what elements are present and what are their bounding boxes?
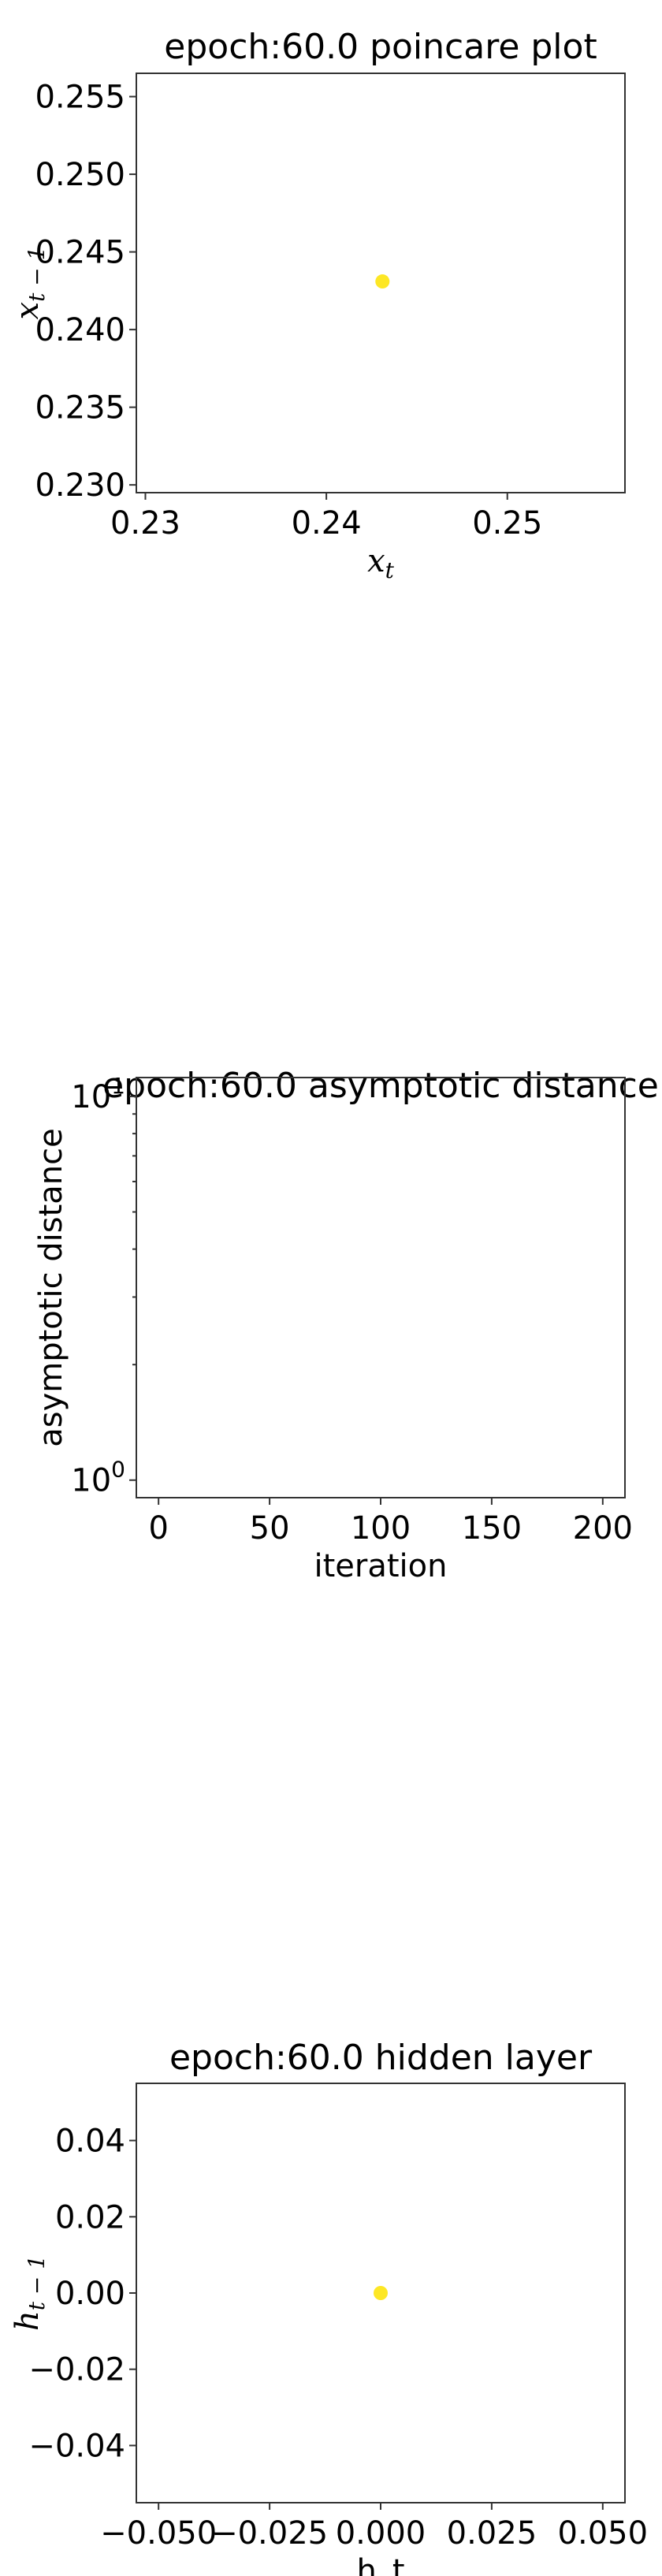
chart-title: epoch:60.0 hidden layer <box>169 2038 593 2078</box>
chart-panel-2: epoch:60.0 asymptotic distance 0 50 100 150 2… <box>33 1066 659 1584</box>
x-axis-label: h_t <box>356 2553 404 2576</box>
data-point <box>374 2286 388 2300</box>
x-tick-label: 0.025 <box>447 2515 537 2552</box>
data-point <box>375 274 390 289</box>
x-tick-label: 0.050 <box>558 2515 649 2552</box>
x-tick-label: 50 <box>250 1510 290 1547</box>
x-tick-label: 200 <box>573 1510 633 1547</box>
y-tick-label: −0.02 <box>28 2352 125 2388</box>
y-tick-label: 0.245 <box>35 235 125 271</box>
x-tick-label: 0.23 <box>110 505 180 542</box>
chart-title: epoch:60.0 poincare plot <box>164 27 597 67</box>
y-axis-label: asymptotic distance <box>33 1128 69 1447</box>
y-tick-label: 101 <box>71 1073 125 1115</box>
chart-panel-1: epoch:60.0 poincare plot 0.23 0.24 0.25 0.23… <box>9 27 626 583</box>
y-tick-label: 100 <box>71 1457 125 1499</box>
y-tick-label: 0.04 <box>55 2124 125 2160</box>
y-tick-label: 0.255 <box>35 80 125 116</box>
x-tick-label: 150 <box>462 1510 522 1547</box>
x-tick-label: −0.025 <box>211 2515 328 2552</box>
y-tick-label: −0.04 <box>28 2428 125 2464</box>
x-axis-label: xt <box>367 543 395 583</box>
x-tick-label: 0.25 <box>472 505 542 542</box>
y-axis-label: xt − 1 <box>9 247 50 320</box>
x-tick-label: 100 <box>351 1510 411 1547</box>
x-axis-label: iteration <box>314 1548 448 1584</box>
x-tick-label: 0.24 <box>292 505 362 542</box>
x-tick-label: 0 <box>148 1510 168 1547</box>
y-tick-label: 0.00 <box>55 2276 125 2312</box>
chart-panel-3: epoch:60.0 hidden layer−0.050−0.025 0.000… <box>9 2038 648 2576</box>
x-tick-label: 0.000 <box>336 2515 426 2552</box>
y-tick-label: 0.235 <box>35 390 125 426</box>
plot-frame <box>136 1077 626 1498</box>
y-tick-label: 0.02 <box>55 2199 125 2235</box>
chart-title: epoch:60.0 asymptotic distance <box>102 1066 659 1106</box>
x-tick-label: −0.050 <box>100 2515 217 2552</box>
plot-frame <box>136 73 626 493</box>
y-tick-label: 0.250 <box>35 157 125 193</box>
y-tick-label: 0.240 <box>35 312 125 348</box>
y-axis-label: ht − 1 <box>9 2255 50 2331</box>
y-tick-label: 0.230 <box>35 467 125 504</box>
